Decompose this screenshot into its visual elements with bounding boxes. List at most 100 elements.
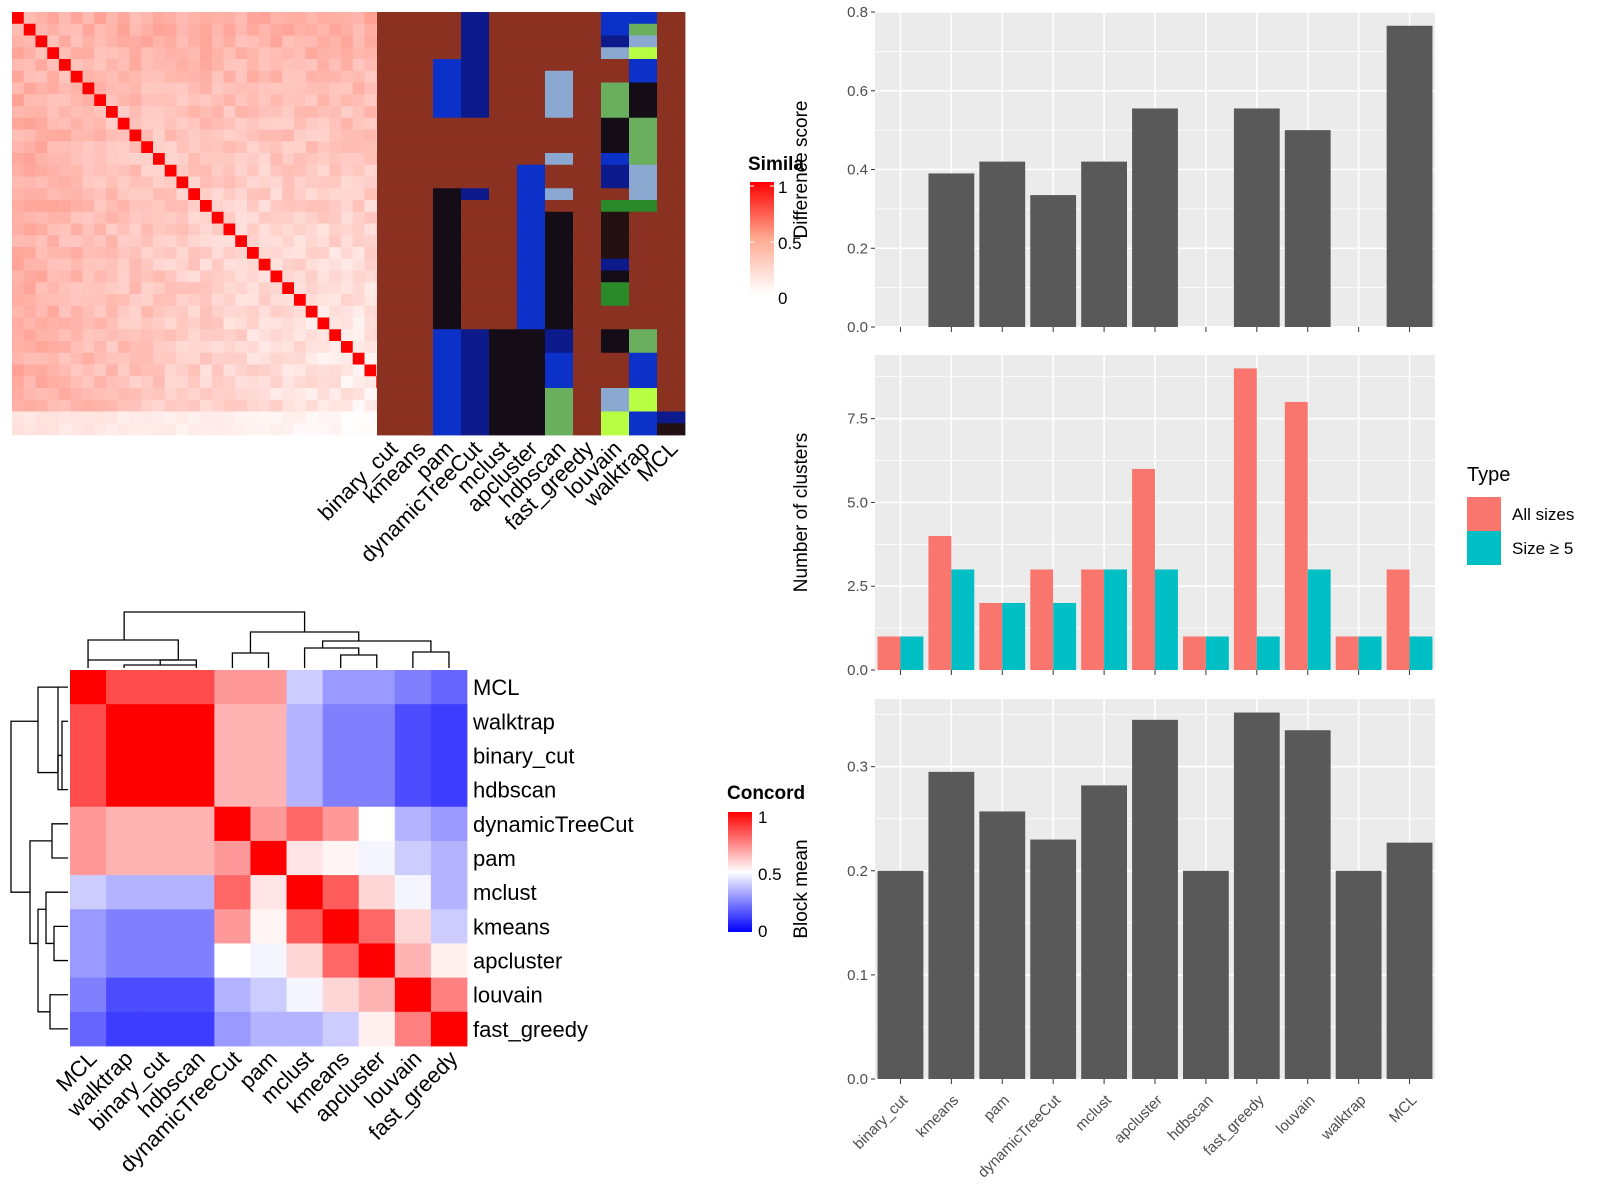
assignment-cell (377, 376, 406, 389)
similarity-cell (364, 35, 377, 48)
similarity-cell (141, 317, 154, 330)
bar (1081, 785, 1127, 1079)
similarity-cell (176, 305, 189, 318)
similarity-cell (12, 117, 25, 130)
similarity-cell (59, 294, 72, 307)
similarity-cell (329, 223, 342, 236)
y-tick-label: 0.6 (847, 83, 868, 100)
similarity-cell (23, 305, 36, 318)
assignment-cell (601, 129, 630, 142)
similarity-cell (59, 376, 72, 389)
similarity-cell (364, 294, 377, 307)
similarity-cell (258, 12, 271, 25)
similarity-cell (59, 12, 72, 25)
assignment-cell (377, 188, 406, 201)
similarity-cell (200, 399, 213, 412)
assignment-cell (405, 294, 434, 307)
bar (1335, 870, 1382, 1079)
similarity-cell (176, 364, 189, 377)
bar (928, 771, 975, 1079)
bar-all-sizes (979, 602, 1003, 670)
similarity-cell (12, 282, 25, 295)
similarity-cell (59, 176, 72, 189)
similarity-cell (164, 270, 177, 283)
similarity-cell (352, 294, 365, 307)
similarity-cell (141, 329, 154, 342)
similarity-cell (164, 317, 177, 330)
similarity-cell (247, 235, 260, 248)
concordance-cell (394, 806, 432, 842)
concordance-cell (322, 806, 360, 842)
similarity-cell (106, 176, 119, 189)
similarity-cell (70, 376, 83, 389)
assignment-cell (545, 282, 574, 295)
assignment-cell (601, 200, 630, 213)
similarity-cell (294, 223, 307, 236)
assignment-cell (629, 305, 658, 318)
assignment-cell (657, 399, 686, 412)
concordance-cell (142, 943, 179, 979)
assignment-cell (489, 329, 518, 342)
similarity-cell (294, 411, 307, 424)
assignment-cell (433, 59, 462, 72)
assignment-cell (629, 94, 658, 107)
similarity-cell (59, 223, 72, 236)
similarity-cell (176, 411, 189, 424)
assignment-cell (545, 200, 574, 213)
similarity-cell (352, 305, 365, 318)
dendrogram-branch (37, 686, 58, 774)
similarity-cell (247, 211, 260, 224)
concordance-cell (178, 943, 215, 979)
concordance-cell (358, 943, 396, 979)
similarity-cell (317, 176, 330, 189)
assignment-cell (489, 388, 518, 401)
similarity-cell (258, 270, 271, 283)
similarity-cell (117, 329, 130, 342)
similarity-cell (59, 235, 72, 248)
similarity-cell (129, 423, 142, 436)
bar-all-sizes (1284, 401, 1308, 670)
similarity-cell (94, 94, 107, 107)
assignment-cell (573, 352, 602, 365)
similarity-cell (282, 399, 295, 412)
similarity-cell (258, 106, 271, 119)
assignment-cell (517, 35, 546, 48)
assignment-cell (461, 23, 490, 36)
similarity-cell (211, 153, 224, 166)
similarity-cell (164, 282, 177, 295)
assignment-cell (433, 411, 462, 424)
similarity-cell (211, 258, 224, 271)
assignment-cell (545, 59, 574, 72)
assignment-cell (433, 200, 462, 213)
similarity-cell (235, 141, 248, 154)
similarity-cell (129, 341, 142, 354)
similarity-cell (223, 399, 236, 412)
similarity-cell (106, 411, 119, 424)
similarity-cell (247, 129, 260, 142)
assignment-cell (545, 247, 574, 260)
similarity-cell (235, 129, 248, 142)
similarity-cell (352, 211, 365, 224)
similarity-cell (164, 258, 177, 271)
similarity-cell (23, 164, 36, 177)
similarity-cell (364, 82, 377, 95)
assignment-cell (601, 341, 630, 354)
similarity-cell (59, 305, 72, 318)
similarity-cell (141, 47, 154, 60)
similarity-cell (82, 282, 95, 295)
similarity-cell (188, 411, 201, 424)
similarity-cell (188, 82, 201, 95)
similarity-cell (153, 399, 166, 412)
assignment-cell (377, 294, 406, 307)
similarity-cell (129, 47, 142, 60)
similarity-cell (117, 235, 130, 248)
similarity-cell (282, 282, 295, 295)
similarity-cell (164, 94, 177, 107)
assignment-cell (517, 317, 546, 330)
similarity-cell (106, 423, 119, 436)
similarity-cell (164, 23, 177, 36)
similarity-cell (352, 94, 365, 107)
similarity-cell (153, 223, 166, 236)
concordance-cell (106, 1011, 143, 1047)
similarity-cell (341, 188, 354, 201)
